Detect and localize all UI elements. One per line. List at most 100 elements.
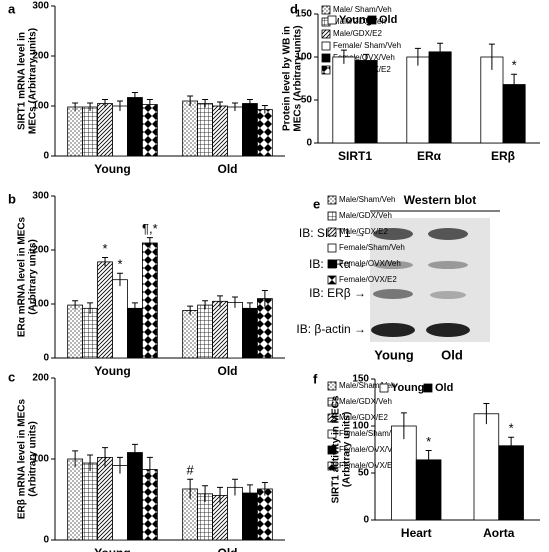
error-bar: [131, 443, 138, 461]
y-axis-label: MECs (Arbitrary units): [28, 28, 39, 134]
blot-row-label: IB: ERβ →: [309, 286, 366, 300]
error-bar: [187, 305, 194, 315]
legend-label: Female/OVX/E2: [339, 275, 397, 284]
legend-swatch: [423, 383, 433, 393]
error-bar: [231, 102, 238, 111]
legend-swatch: [327, 429, 337, 439]
y-tick-label: 100: [32, 454, 49, 465]
significance-mark: ¶,*: [142, 221, 158, 236]
legend-label: Female/OVX/Veh: [339, 259, 401, 268]
legend-label: Male/GDX/Veh: [339, 397, 392, 406]
legend-swatch: [327, 243, 337, 253]
panel-label: a: [8, 1, 16, 16]
bar: [227, 301, 243, 359]
legend-label: Male/GDX/Veh: [333, 17, 386, 26]
significance-mark: *: [102, 241, 107, 256]
legend-swatch: [327, 413, 337, 423]
bar: [127, 97, 143, 157]
panel-label: d: [290, 1, 298, 16]
legend-swatch: [327, 195, 337, 205]
x-tick-label: Aorta: [483, 526, 515, 540]
legend-swatch: [327, 211, 337, 221]
bar: [112, 105, 128, 157]
band: [426, 323, 470, 337]
legend-swatch: [321, 5, 331, 15]
band: [428, 261, 468, 269]
bar: [127, 307, 143, 359]
error-bar: [116, 100, 123, 111]
error-bar: [131, 92, 138, 103]
error-bar: [363, 53, 370, 67]
x-tick-label: Young: [94, 364, 130, 378]
band: [373, 289, 413, 299]
legend-swatch: [327, 445, 337, 455]
y-tick-label: 200: [32, 373, 49, 384]
x-tick-label: Young: [94, 162, 130, 176]
y-axis-label: Protein level by WB in: [282, 26, 293, 131]
error-bar: [102, 257, 109, 267]
legend-swatch: [321, 53, 331, 63]
error-bar: [116, 456, 123, 474]
error-bar: [231, 478, 238, 496]
bar: [67, 304, 84, 359]
legend-label: Old: [379, 14, 397, 26]
legend-label: Female/OVX/Veh: [333, 53, 395, 62]
bar: [242, 307, 258, 359]
error-bar: [87, 302, 94, 314]
x-tick-label: Old: [218, 162, 238, 176]
bar: [82, 106, 98, 157]
bar: [112, 279, 128, 359]
error-bar: [261, 290, 268, 307]
error-bar: [414, 47, 421, 66]
bar: [112, 465, 128, 541]
bar: [415, 459, 442, 521]
y-tick-label: 50: [358, 468, 370, 479]
y-axis-label: ERα mRNA level in MECs: [17, 216, 28, 337]
bar: [212, 300, 228, 359]
legend-swatch: [327, 227, 337, 237]
error-bar: [437, 42, 444, 61]
legend-label: Old: [435, 382, 453, 394]
bar: [473, 413, 500, 521]
y-axis-label: (Arbitrary units): [28, 421, 39, 497]
legend-swatch: [321, 41, 331, 51]
bar: [141, 104, 158, 157]
error-bar: [217, 101, 224, 110]
error-bar: [261, 105, 268, 114]
legend-label: Male/Sham/Veh: [339, 381, 395, 390]
legend-label: Young: [339, 14, 372, 26]
bar: [227, 106, 243, 157]
bar: [256, 298, 273, 359]
y-tick-label: 100: [295, 52, 312, 63]
bar: [97, 456, 113, 541]
legend-label: Female/OVX/E2: [339, 461, 397, 470]
legend-label: Male/Sham/Veh: [339, 195, 395, 204]
y-tick-label: 300: [32, 1, 49, 12]
legend-swatch: [327, 381, 337, 391]
y-tick-label: 150: [352, 374, 369, 385]
y-tick-label: 200: [32, 51, 49, 62]
y-axis-label: ERβ mRNA level in MECs: [17, 398, 28, 519]
x-tick-label: Young: [94, 546, 130, 552]
error-bar: [425, 449, 432, 470]
y-tick-label: 0: [43, 353, 49, 364]
bar: [212, 105, 228, 157]
error-bar: [202, 300, 209, 310]
legend-swatch: [367, 15, 377, 25]
error-bar: [483, 402, 490, 425]
error-bar: [261, 481, 268, 496]
bar: [197, 304, 213, 359]
band: [373, 228, 413, 240]
error-bar: [231, 296, 238, 308]
legend-swatch: [327, 275, 337, 285]
panel-label: f: [313, 371, 318, 386]
error-bar: [72, 300, 79, 310]
band: [373, 261, 413, 269]
bar: [256, 109, 273, 157]
panel-label: b: [8, 191, 16, 206]
y-tick-label: 300: [32, 191, 49, 202]
bar: [67, 458, 84, 541]
y-tick-label: 0: [43, 535, 49, 546]
legend-swatch: [327, 259, 337, 269]
